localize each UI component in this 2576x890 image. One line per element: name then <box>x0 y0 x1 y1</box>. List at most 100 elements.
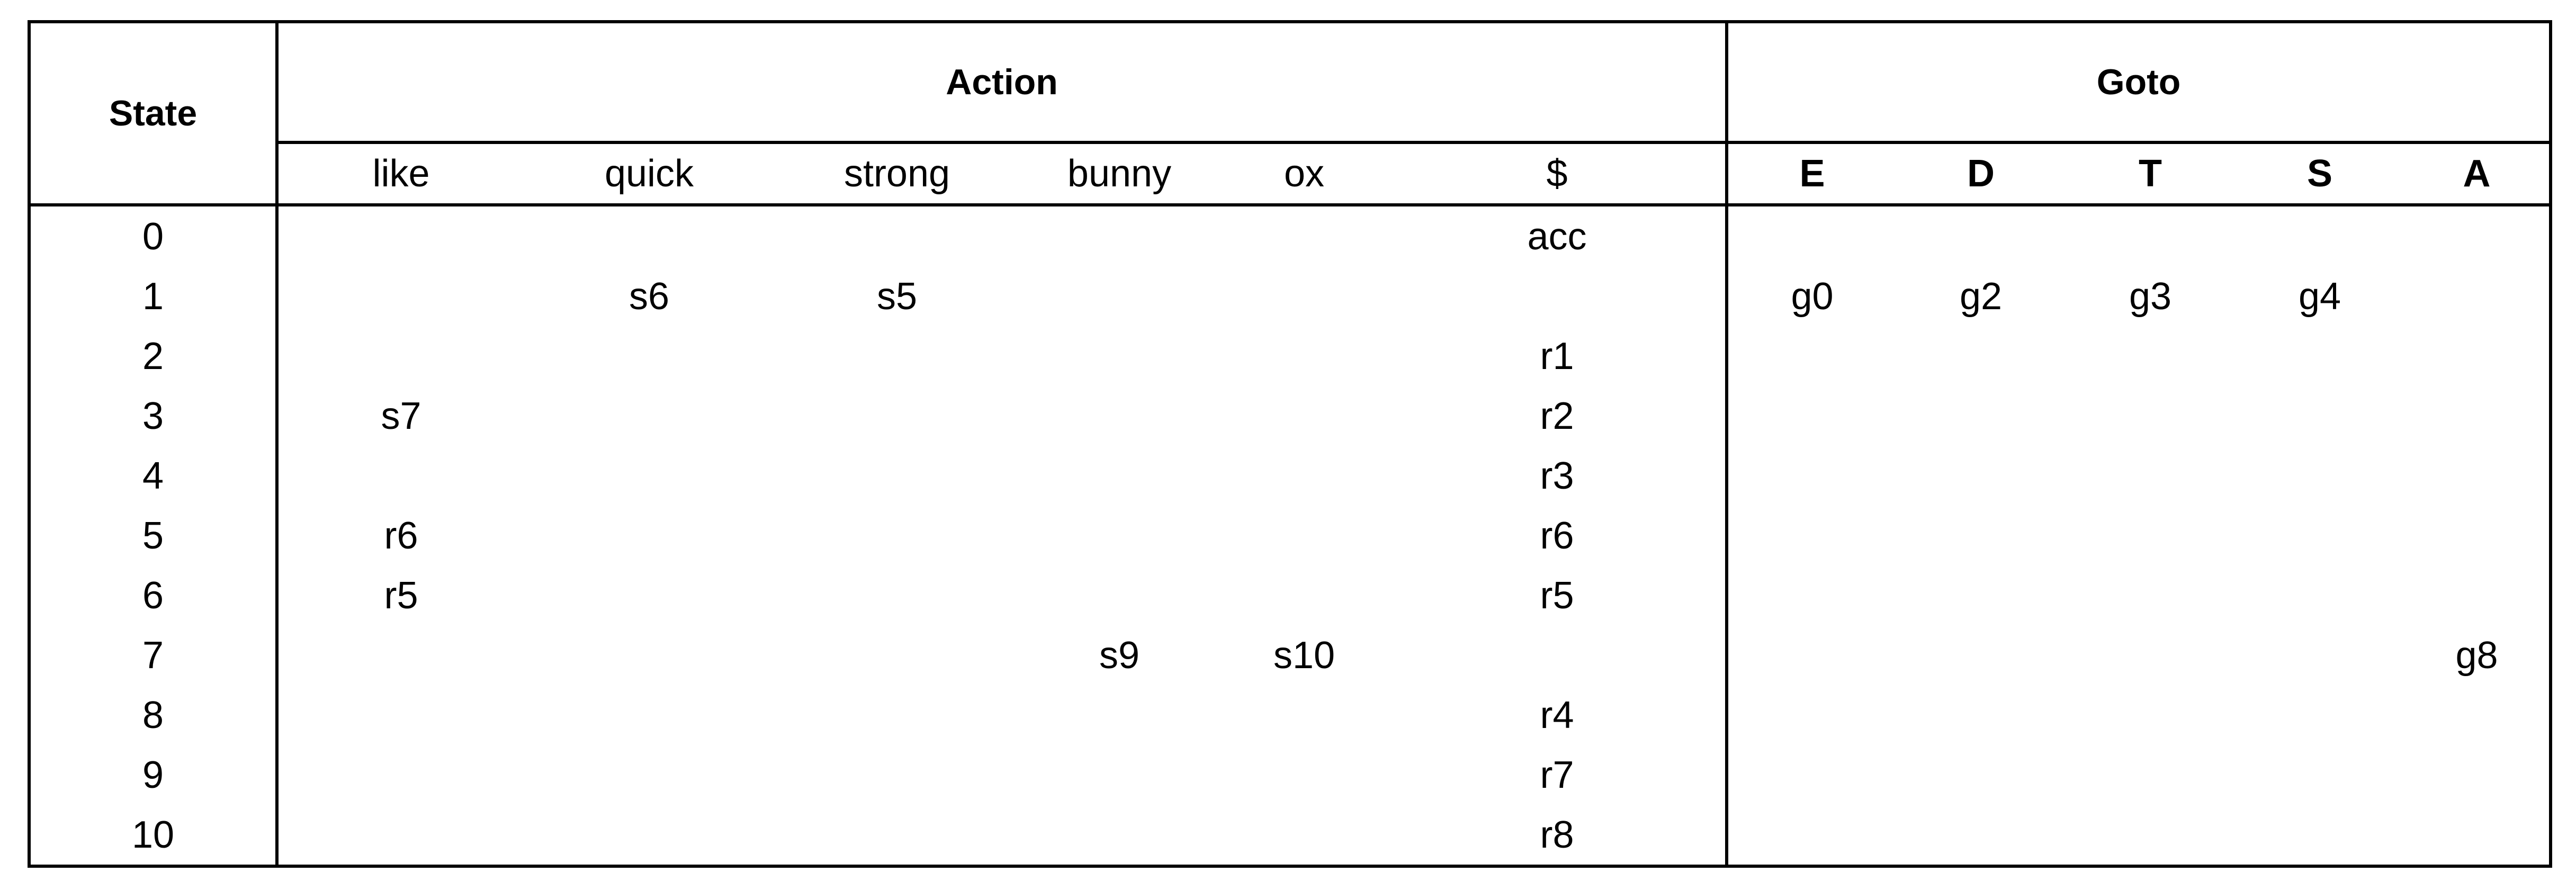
action-symbol-header: strong <box>775 142 1019 206</box>
state-cell: 10 <box>29 805 279 866</box>
action-cell <box>775 326 1019 386</box>
action-cell <box>1019 506 1219 565</box>
goto-cell <box>2404 386 2551 446</box>
action-cell <box>775 565 1019 625</box>
table-row: 4 r3 <box>29 446 2551 506</box>
action-cell <box>1019 565 1219 625</box>
goto-cell <box>2066 386 2235 446</box>
goto-symbol-header: D <box>1896 142 2066 206</box>
goto-cell <box>2066 805 2235 866</box>
goto-cell <box>2404 446 2551 506</box>
goto-cell <box>1896 205 2066 266</box>
goto-cell <box>2235 565 2404 625</box>
action-cell <box>775 506 1019 565</box>
goto-cell <box>2404 805 2551 866</box>
table-row: 7 s9 s10 g8 <box>29 625 2551 685</box>
goto-cell <box>2066 326 2235 386</box>
action-cell <box>1019 745 1219 805</box>
action-cell <box>1219 386 1389 446</box>
goto-cell <box>2404 745 2551 805</box>
action-cell <box>524 745 775 805</box>
goto-cell <box>2066 685 2235 745</box>
action-cell <box>277 266 524 326</box>
action-cell <box>1019 805 1219 866</box>
action-cell <box>277 805 524 866</box>
table-row: 3 s7 r2 <box>29 386 2551 446</box>
table-row: 8 r4 <box>29 685 2551 745</box>
table-row: 0 acc <box>29 205 2551 266</box>
goto-cell <box>2066 625 2235 685</box>
goto-cell <box>2235 625 2404 685</box>
goto-cell <box>2404 506 2551 565</box>
action-cell <box>1219 805 1389 866</box>
action-cell <box>277 326 524 386</box>
goto-cell <box>2404 326 2551 386</box>
goto-cell <box>1896 745 2066 805</box>
action-cell: r8 <box>1389 805 1729 866</box>
goto-cell <box>1896 386 2066 446</box>
action-cell <box>1219 565 1389 625</box>
action-cell <box>524 685 775 745</box>
goto-cell <box>1896 685 2066 745</box>
goto-cell <box>2235 506 2404 565</box>
action-cell: r3 <box>1389 446 1729 506</box>
symbol-header-row: like quick strong bunny ox $ E D T S A <box>29 142 2551 206</box>
goto-header: Goto <box>1727 22 2551 144</box>
action-cell <box>1389 625 1729 685</box>
goto-symbol-header: E <box>1727 142 1897 206</box>
action-cell <box>524 565 775 625</box>
action-symbol-header: like <box>277 142 524 206</box>
action-cell: s9 <box>1099 634 1140 677</box>
action-cell <box>1019 386 1219 446</box>
action-cell <box>1219 205 1389 266</box>
goto-cell <box>1896 625 2066 685</box>
action-symbol-header: bunny <box>1019 142 1219 206</box>
table-row: 6 r5 r5 <box>29 565 2551 625</box>
action-cell <box>775 805 1019 866</box>
state-header: State <box>29 22 279 206</box>
state-cell: 5 <box>29 506 279 565</box>
action-cell <box>775 205 1019 266</box>
action-cell <box>1019 446 1219 506</box>
goto-cell <box>2235 805 2404 866</box>
parse-table: State Action Goto like quick strong bunn… <box>28 20 2553 868</box>
state-cell: 1 <box>29 266 279 326</box>
action-cell <box>524 805 775 866</box>
goto-cell <box>2404 266 2551 326</box>
action-cell: s5 <box>876 275 918 318</box>
state-cell: 6 <box>29 565 279 625</box>
goto-cell <box>2066 205 2235 266</box>
goto-cell <box>2066 745 2235 805</box>
goto-cell <box>1727 685 1896 745</box>
action-cell <box>775 745 1019 805</box>
goto-symbol-header: A <box>2404 142 2551 206</box>
action-cell <box>1219 745 1389 805</box>
goto-cell: g8 <box>2455 634 2498 677</box>
table-row: 1 s6 s5 g0 g2 g3 g4 <box>29 266 2551 326</box>
table-row: 2 r1 <box>29 326 2551 386</box>
action-cell <box>524 625 775 685</box>
action-cell <box>277 625 524 685</box>
goto-cell <box>1727 625 1896 685</box>
goto-symbol-header: S <box>2235 142 2405 206</box>
action-cell <box>524 446 775 506</box>
action-cell <box>1019 685 1219 745</box>
goto-cell <box>1727 326 1896 386</box>
action-symbol-header: $ <box>1389 142 1729 206</box>
action-cell: r4 <box>1389 685 1729 745</box>
action-symbol-header: quick <box>524 142 775 206</box>
state-cell: 9 <box>29 745 279 805</box>
goto-cell <box>2404 685 2551 745</box>
action-cell <box>1219 446 1389 506</box>
goto-cell <box>2404 205 2551 266</box>
goto-cell <box>1896 506 2066 565</box>
action-cell: acc <box>1389 205 1729 266</box>
action-cell <box>524 205 775 266</box>
action-cell <box>524 506 775 565</box>
action-header: Action <box>277 22 1729 144</box>
action-cell: s6 <box>629 275 670 318</box>
table-row: 9 r7 <box>29 745 2551 805</box>
action-cell: r5 <box>1389 565 1729 625</box>
action-cell: r2 <box>1389 386 1729 446</box>
action-cell <box>1019 205 1219 266</box>
